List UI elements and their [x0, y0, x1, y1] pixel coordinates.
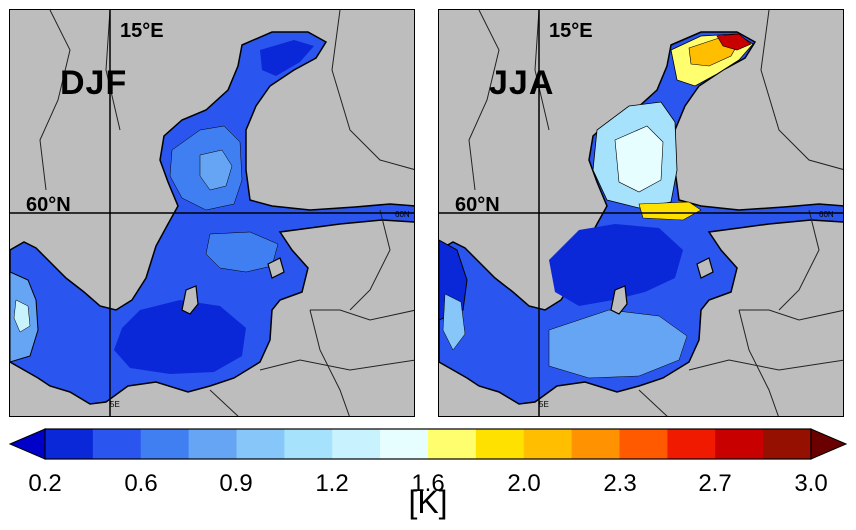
colorbar-tick-label: 3.0 — [794, 470, 828, 497]
djf-inner-field — [199, 149, 233, 191]
colorbar-segment — [571, 429, 620, 459]
country-borders — [468, 10, 843, 416]
colorbar-tick-label: 2.0 — [507, 470, 541, 497]
colorbar-frame — [44, 428, 812, 460]
colorbar-segment — [236, 429, 285, 459]
jja-bay-red — [716, 33, 752, 51]
longitude-label: 15°E — [549, 20, 593, 42]
small-lon-label: 5E — [539, 400, 549, 409]
djf-map-graphic — [10, 10, 414, 416]
gotland-island — [610, 285, 628, 315]
longitude-label: 15°E — [120, 20, 164, 42]
jja-kattegat-light — [442, 293, 466, 351]
map-panel-djf: DJF 15°E 60°N 60N 5E — [9, 9, 415, 417]
latitude-label: 60°N — [26, 194, 71, 216]
colorbar-tick-label: 2.3 — [603, 470, 637, 497]
colorbar — [8, 428, 848, 460]
oland-island — [696, 257, 714, 279]
colorbar-unit-label: [K] — [408, 484, 448, 520]
jja-map-graphic — [439, 10, 843, 416]
colorbar-segment — [188, 429, 237, 459]
colorbar-segment — [523, 429, 573, 459]
season-label: DJF — [60, 64, 128, 102]
colorbar-segment — [715, 429, 764, 459]
gotland-island — [181, 285, 199, 315]
baltic-sea-shape — [10, 31, 414, 405]
colorbar-tick-label: 1.2 — [315, 470, 349, 497]
djf-kattegat-light — [13, 299, 31, 333]
colorbar-segment — [92, 429, 142, 459]
djf-bothnia-deep — [260, 40, 314, 76]
colorbar-tick-label: 1.6 — [411, 470, 445, 497]
colorbar-tick-label: 2.7 — [698, 470, 732, 497]
colorbar-segment — [428, 429, 477, 459]
djf-mid-field-2 — [205, 231, 279, 273]
colorbar-segment — [380, 429, 429, 459]
small-lon-label: 5E — [110, 400, 120, 409]
jja-finland-gulf — [638, 201, 702, 221]
colorbar-segment — [332, 429, 381, 459]
colorbar-segment — [619, 429, 668, 459]
colorbar-under-arrow — [8, 428, 46, 460]
jja-south-light — [548, 309, 688, 379]
djf-deep-field — [114, 300, 246, 374]
jja-bothnian-inner — [614, 125, 664, 193]
colorbar-segment — [763, 429, 812, 459]
season-label: JJA — [489, 64, 555, 102]
colorbar-segment — [140, 429, 190, 459]
colorbar-segment — [667, 429, 716, 459]
oland-island — [267, 257, 285, 279]
colorbar-tick-label: 0.9 — [219, 470, 253, 497]
latitude-label: 60°N — [455, 194, 500, 216]
country-borders — [39, 10, 414, 416]
colorbar-tick-label: 0.6 — [124, 470, 158, 497]
colorbar-segment — [475, 429, 525, 459]
colorbar-over-arrow — [810, 428, 848, 460]
colorbar-segment — [284, 429, 333, 459]
small-lat-label: 60N — [395, 210, 410, 219]
colorbar-segment — [45, 429, 94, 459]
colorbar-tick-label: 0.2 — [28, 470, 62, 497]
map-panel-jja: JJA 15°E 60°N 60N 5E — [438, 9, 844, 417]
colorbar-segments — [45, 429, 812, 459]
jja-deep-field — [549, 224, 683, 306]
small-lat-label: 60N — [819, 210, 834, 219]
